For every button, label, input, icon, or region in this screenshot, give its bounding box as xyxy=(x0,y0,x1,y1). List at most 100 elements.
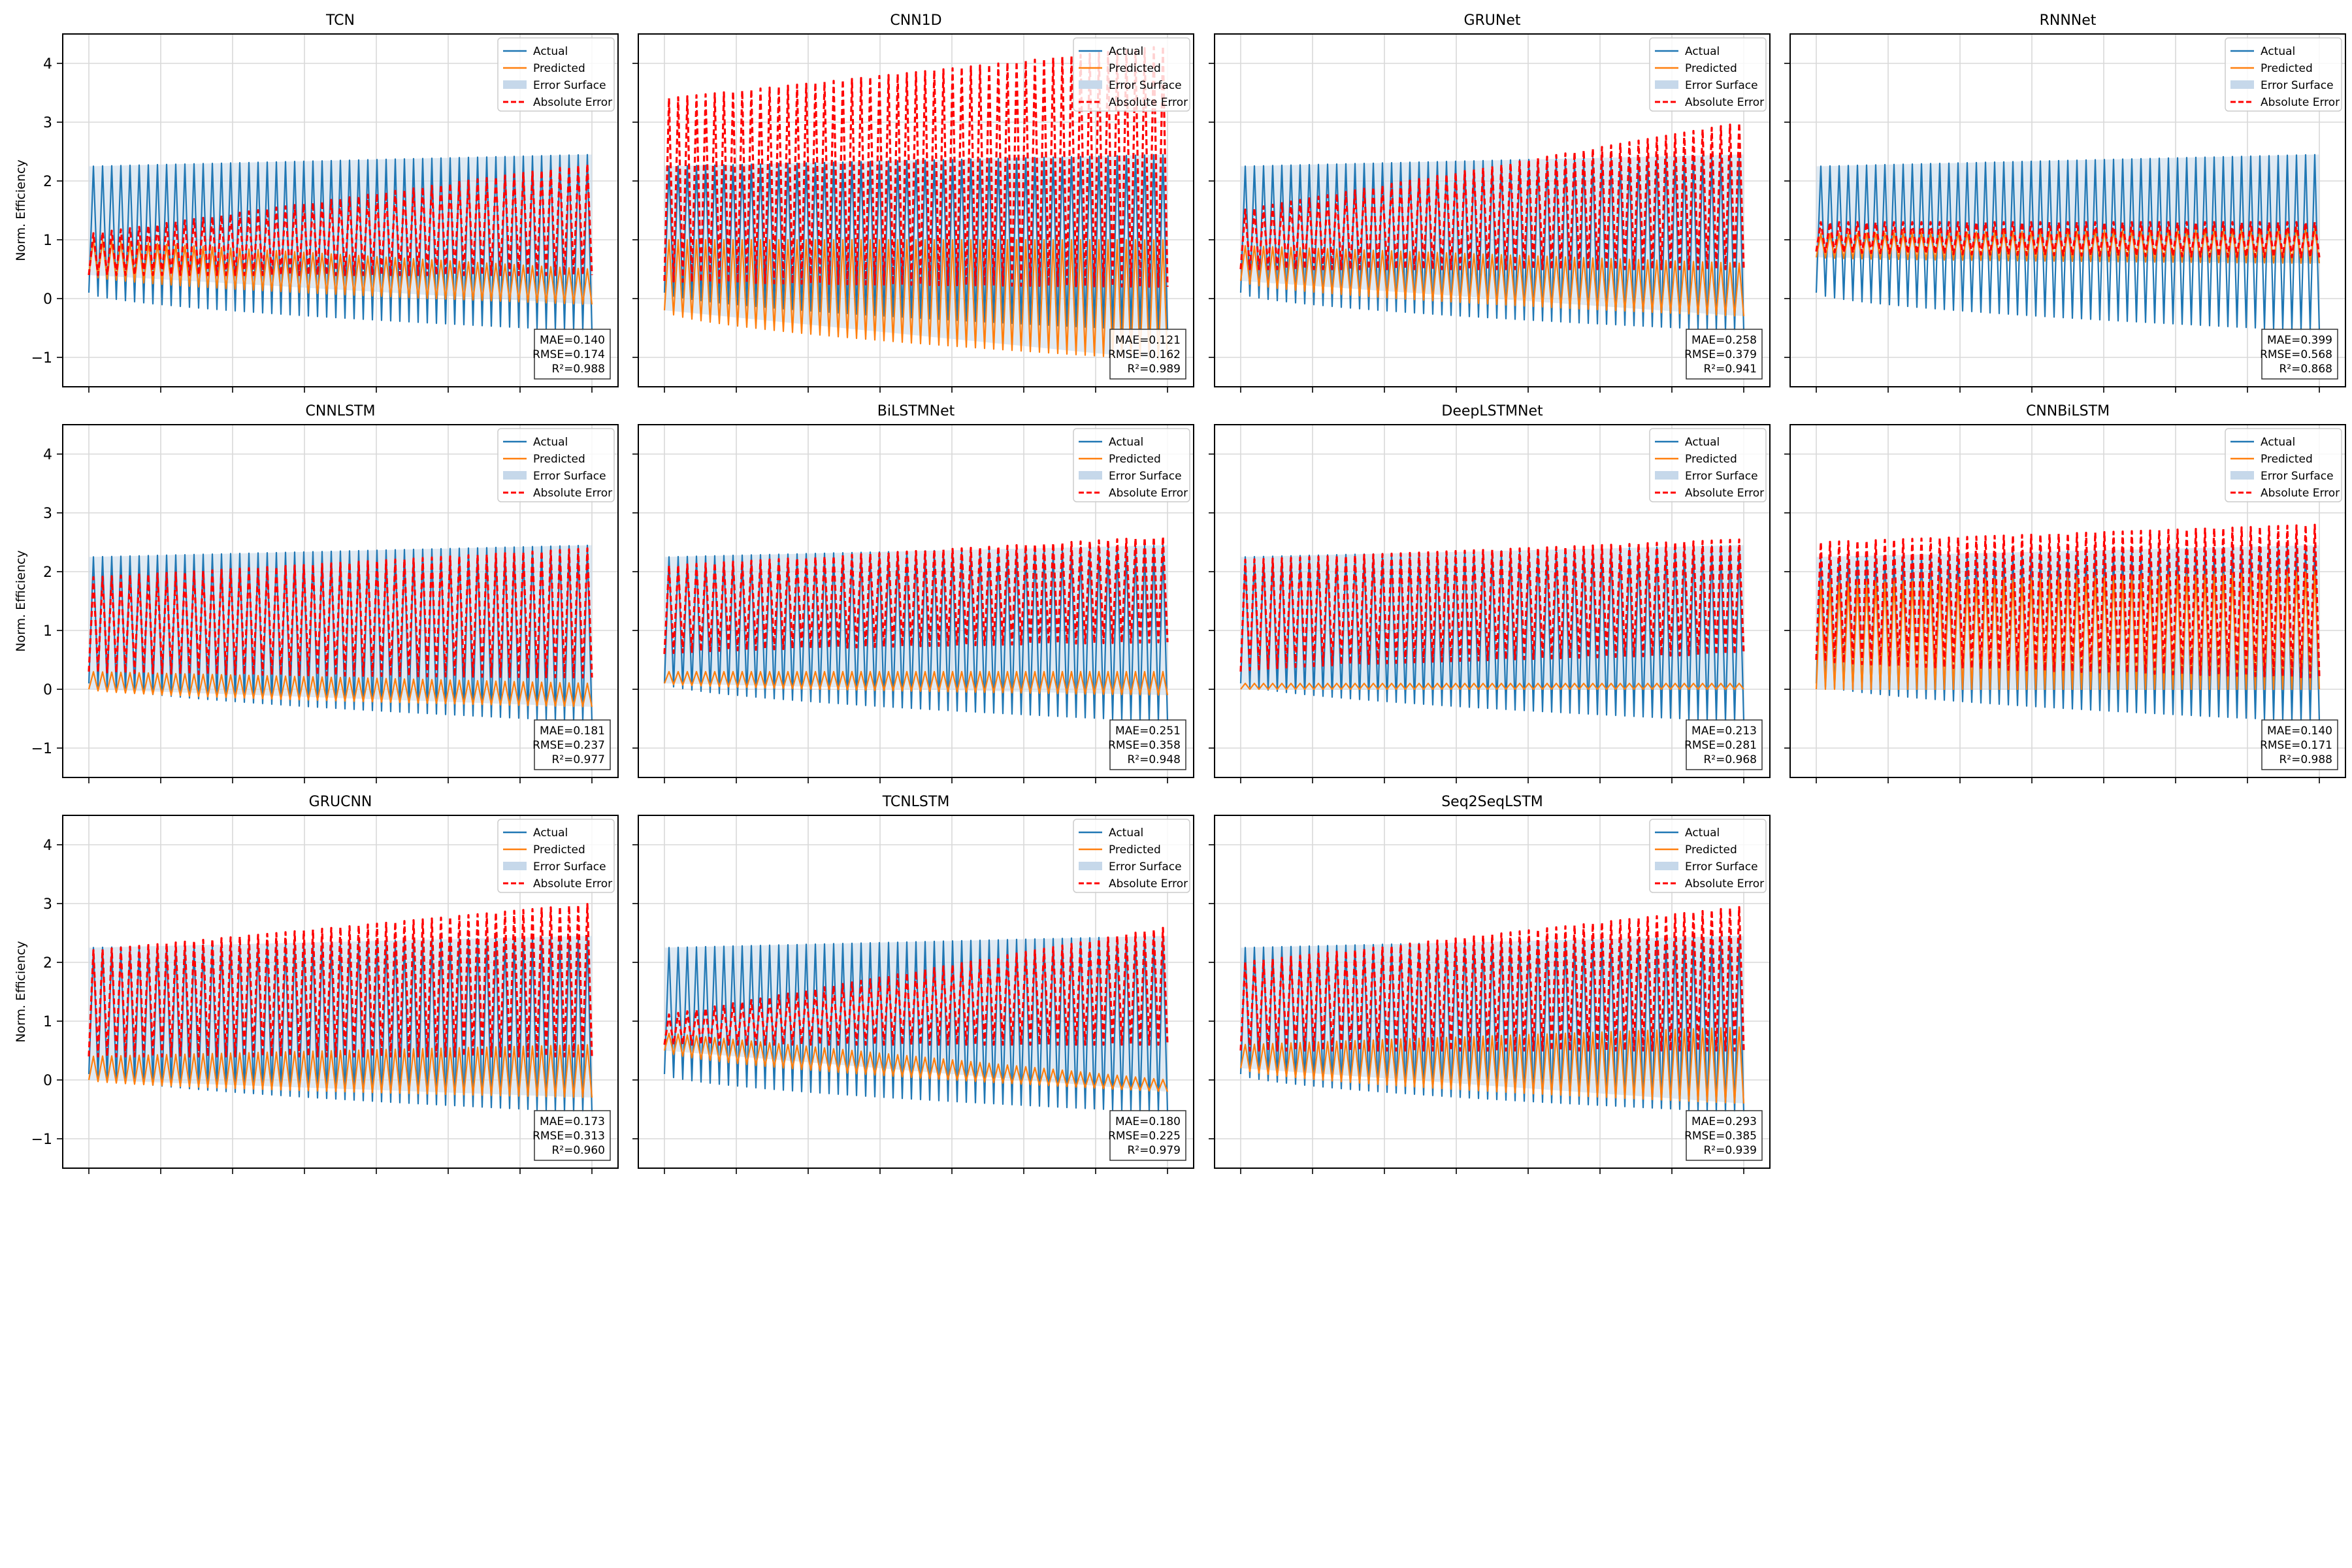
series-predicted-line xyxy=(663,1032,1169,1092)
legend-label: Actual xyxy=(1109,826,1143,840)
metrics-frame xyxy=(1686,329,1763,380)
legend-label: Predicted xyxy=(533,453,585,466)
series-absolute-error-line xyxy=(663,926,1169,1046)
y-tick-label: 3 xyxy=(43,896,52,913)
legend-handle-error-surface xyxy=(2230,471,2254,480)
metric-rmse: RMSE=0.568 xyxy=(2260,348,2332,361)
y-tick-label: 4 xyxy=(43,56,52,73)
legend-box xyxy=(1073,37,1190,112)
legend-label: Absolute Error xyxy=(2261,96,2340,109)
legend-handle-error-surface xyxy=(503,862,527,870)
metric-mae: MAE=0.173 xyxy=(540,1115,605,1128)
metric-r2: R²=0.988 xyxy=(2279,753,2332,766)
subplot-title: BiLSTMNet xyxy=(877,403,955,419)
legend-handle-error-surface xyxy=(2230,80,2254,89)
subplot-title: CNNBiLSTM xyxy=(2026,403,2110,419)
axes-frame xyxy=(62,424,619,778)
series-absolute-error-line xyxy=(1815,221,2321,259)
series-absolute-error-line xyxy=(663,45,1169,288)
metric-rmse: RMSE=0.174 xyxy=(532,348,605,361)
legend-label: Absolute Error xyxy=(533,877,612,890)
y-tick-label: 3 xyxy=(43,115,52,131)
y-axis-label: Norm. Efficiency xyxy=(14,159,28,261)
legend-label: Absolute Error xyxy=(1685,877,1764,890)
subplot-title: TCNLSTM xyxy=(882,794,950,810)
axes-frame xyxy=(62,33,619,387)
legend-label: Actual xyxy=(1685,436,1720,449)
subplot-cnnbilstm: CNNBiLSTM Actual Predicted Error Surface Abs… xyxy=(1784,403,2346,783)
series-actual-line xyxy=(1815,154,2321,331)
legend-box xyxy=(1073,819,1190,893)
axes-frame xyxy=(638,424,1194,778)
series-predicted-line xyxy=(88,239,593,305)
legend-label: Error Surface xyxy=(533,860,606,874)
series-absolute-error-line xyxy=(1815,523,2321,679)
legend-label: Predicted xyxy=(1685,62,1737,75)
legend-label: Error Surface xyxy=(1685,79,1758,92)
metrics-frame xyxy=(534,719,611,770)
legend: Actual Predicted Error Surface Absolute Err… xyxy=(2225,428,2342,502)
legend-label: Error Surface xyxy=(1109,79,1182,92)
legend-label: Predicted xyxy=(2261,62,2313,75)
axes-frame xyxy=(1789,33,2346,387)
metric-mae: MAE=0.140 xyxy=(540,334,605,347)
legend-box xyxy=(1649,37,1767,112)
subplot-cnnlstm: −1 0 1 2 3 4 CNNLSTM Norm. Efficiency Actual Pred… xyxy=(14,403,619,783)
metric-rmse: RMSE=0.385 xyxy=(1684,1130,1757,1143)
legend-label: Predicted xyxy=(1109,62,1161,75)
legend-label: Predicted xyxy=(1109,843,1161,857)
legend-handle-error-surface xyxy=(1655,80,1678,89)
axes-frame xyxy=(638,815,1194,1169)
series-predicted-line xyxy=(1240,682,1744,691)
metrics-frame xyxy=(1686,1110,1763,1161)
legend-handle-error-surface xyxy=(503,80,527,89)
metrics-frame xyxy=(2261,719,2338,770)
legend-label: Actual xyxy=(533,826,568,840)
metric-mae: MAE=0.213 xyxy=(1691,725,1757,738)
legend: Actual Predicted Error Surface Absolute Err… xyxy=(1649,428,1767,502)
subplot-title: GRUNet xyxy=(1463,12,1520,29)
legend-label: Actual xyxy=(1109,45,1143,58)
y-tick-label: −1 xyxy=(31,741,52,757)
metric-rmse: RMSE=0.225 xyxy=(1108,1130,1181,1143)
metric-mae: MAE=0.258 xyxy=(1691,334,1757,347)
subplot-cnn1d: CNN1D Actual Predicted Error Surface Absolut… xyxy=(632,12,1194,393)
legend-label: Absolute Error xyxy=(1109,96,1188,109)
legend-label: Absolute Error xyxy=(2261,487,2340,500)
metrics-frame xyxy=(1109,329,1186,380)
metric-mae: MAE=0.121 xyxy=(1115,334,1181,347)
metric-r2: R²=0.939 xyxy=(1703,1144,1757,1157)
subplot-title: CNN1D xyxy=(890,12,941,29)
series-absolute-error-line xyxy=(663,535,1169,655)
legend-label: Error Surface xyxy=(1109,860,1182,874)
legend: Actual Predicted Error Surface Absolute Err… xyxy=(1649,37,1767,112)
legend-box xyxy=(1649,428,1767,502)
legend-box xyxy=(1073,428,1190,502)
series-predicted-line xyxy=(1239,245,1745,317)
metric-rmse: RMSE=0.379 xyxy=(1684,348,1757,361)
y-tick-label: 0 xyxy=(43,1073,52,1089)
legend-box xyxy=(497,428,615,502)
metric-mae: MAE=0.140 xyxy=(2267,725,2332,738)
axes-frame xyxy=(638,33,1194,387)
axes-frame xyxy=(1214,33,1771,387)
legend-handle-error-surface xyxy=(1655,862,1678,870)
legend-box xyxy=(497,819,615,893)
subplot-title: GRUCNN xyxy=(309,794,372,810)
legend: Actual Predicted Error Surface Absolute Err… xyxy=(1073,37,1190,112)
series-absolute-error-line xyxy=(1239,538,1745,672)
legend-box xyxy=(2225,428,2342,502)
metric-mae: MAE=0.293 xyxy=(1691,1115,1757,1128)
series-absolute-error-line xyxy=(88,547,593,679)
legend-label: Actual xyxy=(1685,826,1720,840)
legend-box xyxy=(2225,37,2342,112)
metric-r2: R²=0.968 xyxy=(1703,753,1757,766)
